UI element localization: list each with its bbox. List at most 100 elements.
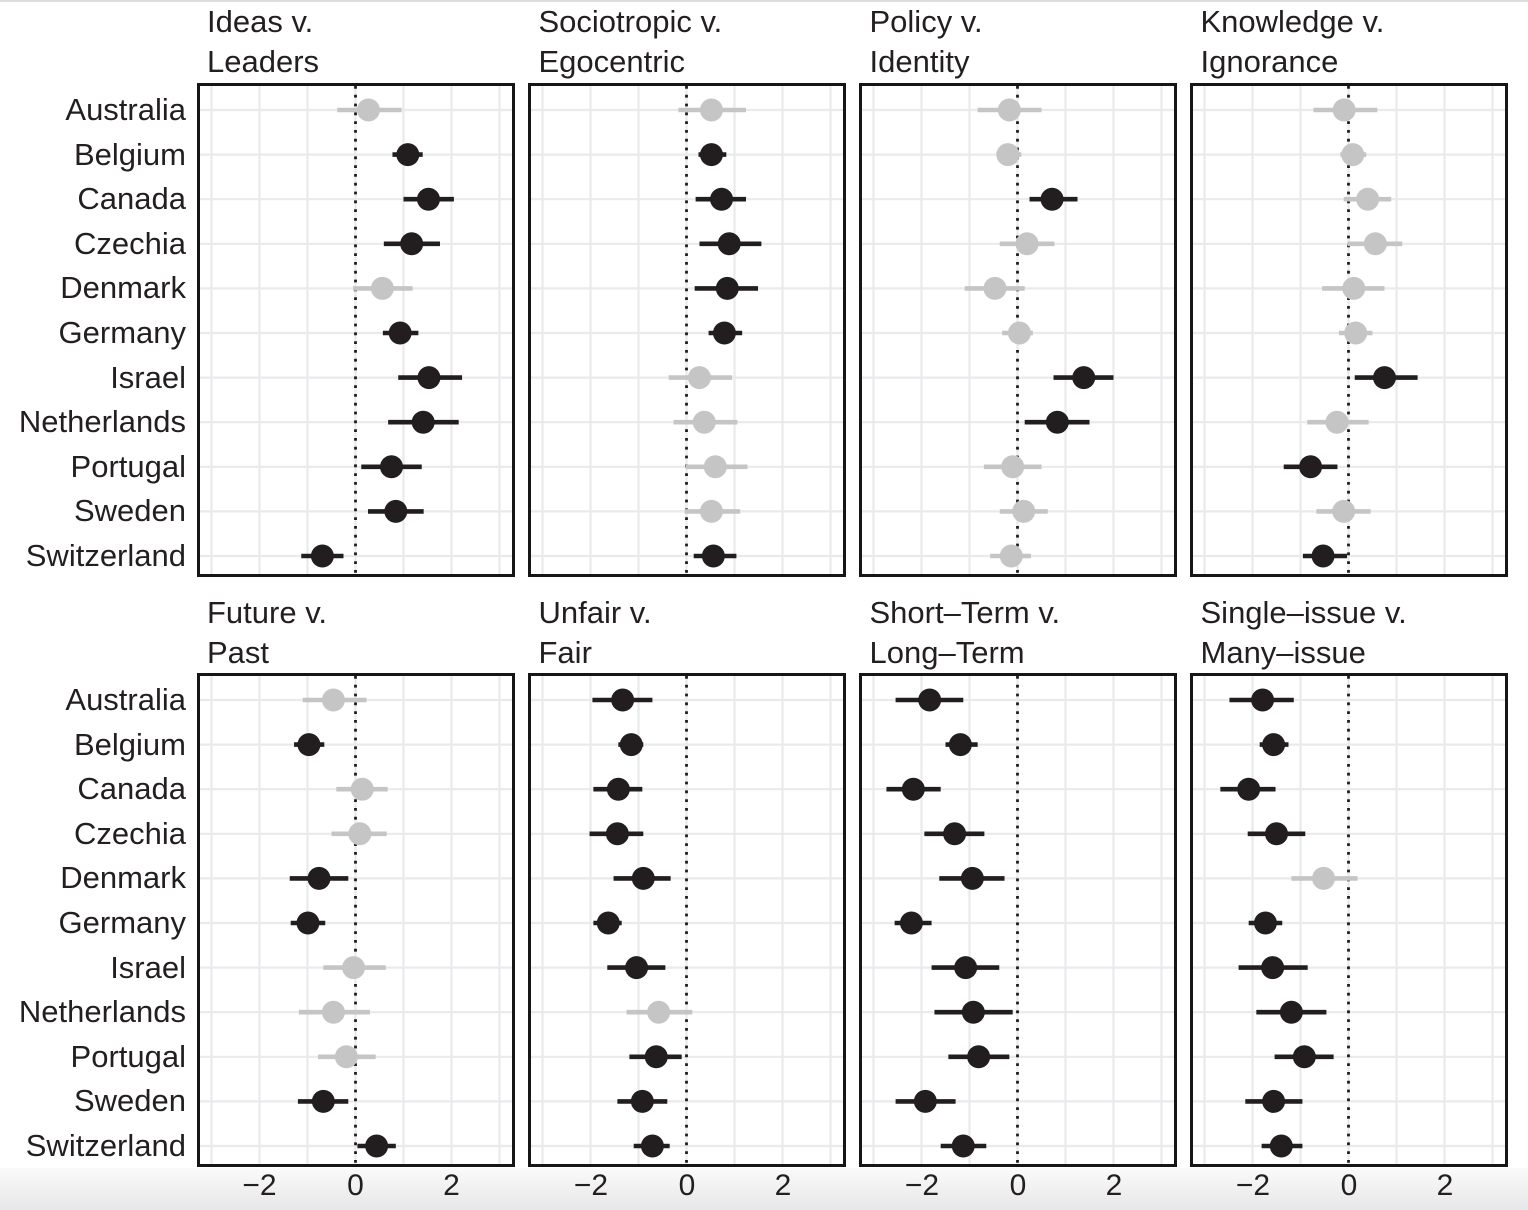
estimate-point-switzerland (951, 1134, 975, 1158)
estimate-point-israel (1072, 366, 1096, 390)
panel-title-ideas-v-leaders: Ideas v. Leaders (207, 2, 319, 82)
estimate-point-germany (295, 911, 319, 935)
x-tick-label-col4-1: 0 (1340, 1169, 1358, 1202)
panel-unfair-v-fair (528, 673, 846, 1167)
estimate-point-czechia (717, 232, 741, 256)
estimate-point-czechia (605, 822, 629, 846)
estimate-point-germany (388, 321, 412, 345)
country-label-czechia: Czechia (74, 225, 186, 261)
estimate-point-portugal (379, 455, 403, 479)
panel-title-unfair-v-fair: Unfair v. Fair (539, 593, 652, 673)
panel-title-single-issue-v-many-issue: Single–issue v. Many–issue (1201, 593, 1407, 673)
country-label-portugal: Portugal (70, 448, 186, 484)
estimate-point-czechia (1363, 232, 1387, 256)
estimate-point-germany (899, 911, 923, 935)
estimate-point-czechia (399, 232, 423, 256)
x-tick-label-col3-1: 0 (1009, 1169, 1027, 1202)
estimate-point-denmark (1342, 276, 1366, 300)
estimate-point-canada (710, 187, 734, 211)
estimate-point-belgium (296, 733, 320, 757)
estimate-point-czechia (347, 822, 371, 846)
estimate-point-netherlands (1045, 410, 1069, 434)
panel-border (528, 673, 846, 1167)
country-label-czechia: Czechia (74, 815, 186, 851)
estimate-point-sweden (311, 1089, 335, 1113)
country-label-australia: Australia (65, 682, 186, 717)
estimate-point-canada (1040, 187, 1064, 211)
panel-title-knowledge-v-ignorance: Knowledge v. Ignorance (1201, 2, 1385, 82)
estimate-point-switzerland (640, 1134, 664, 1158)
estimate-point-israel (1261, 956, 1285, 980)
x-tick-label-col2-1: 0 (678, 1169, 696, 1202)
estimate-point-sweden (383, 499, 407, 523)
estimate-point-denmark (983, 276, 1007, 300)
panel-title-line1: Short–Term v. (869, 595, 1061, 630)
country-label-sweden: Sweden (73, 1083, 186, 1119)
x-tick-label-col4-0: −2 (1235, 1169, 1271, 1202)
estimate-point-portugal (1299, 455, 1323, 479)
estimate-point-denmark (370, 276, 394, 300)
panel-single-issue-v-many-issue (1190, 673, 1508, 1167)
x-tick-label-col4-2: 2 (1436, 1169, 1454, 1202)
estimate-point-netherlands (1279, 1000, 1303, 1024)
country-label-netherlands: Netherlands (18, 404, 186, 440)
estimate-point-switzerland (364, 1134, 388, 1158)
country-label-sweden: Sweden (73, 493, 186, 529)
estimate-point-canada (901, 777, 925, 801)
estimate-point-switzerland (1269, 1134, 1293, 1158)
estimate-point-portugal (703, 455, 727, 479)
estimate-point-israel (954, 956, 978, 980)
x-tick-label-col1-2: 2 (443, 1169, 460, 1202)
estimate-point-israel (341, 956, 365, 980)
estimate-point-switzerland (999, 544, 1023, 568)
panel-title-future-v-past: Future v. Past (207, 593, 327, 673)
estimate-point-portugal (644, 1045, 668, 1069)
estimate-point-netherlands (411, 410, 435, 434)
panel-policy-v-identity (859, 83, 1177, 577)
x-tick-label-col1-0: −2 (242, 1169, 277, 1202)
estimate-point-denmark (715, 276, 739, 300)
country-label-germany: Germany (58, 315, 186, 350)
estimate-point-germany (1344, 321, 1368, 345)
panel-knowledge-v-ignorance (1190, 83, 1508, 577)
country-label-belgium: Belgium (74, 726, 186, 762)
estimate-point-netherlands (1325, 410, 1349, 434)
panel-title-line1: Ideas v. (207, 4, 314, 39)
estimate-point-australia (1251, 688, 1275, 712)
estimate-point-netherlands (647, 1000, 671, 1024)
estimate-point-australia (918, 688, 942, 712)
estimate-point-australia (611, 688, 635, 712)
estimate-point-belgium (996, 143, 1020, 167)
panel-short-term-v-long-term (859, 673, 1177, 1167)
panel-title-line2: Many–issue (1200, 635, 1366, 670)
estimate-point-netherlands (961, 1000, 985, 1024)
estimate-point-canada (1356, 187, 1380, 211)
panel-border (859, 673, 1177, 1167)
country-label-netherlands: Netherlands (18, 994, 186, 1030)
window-bottom-edge (0, 1168, 1528, 1210)
estimate-point-czechia (943, 822, 967, 846)
panel-title-line1: Knowledge v. (1200, 4, 1385, 39)
estimate-point-portugal (1292, 1045, 1316, 1069)
country-label-israel: Israel (110, 949, 186, 985)
estimate-point-sweden (913, 1089, 937, 1113)
estimate-point-sweden (1332, 499, 1356, 523)
estimate-point-germany (712, 321, 736, 345)
estimate-point-canada (350, 777, 374, 801)
estimate-point-belgium (699, 143, 723, 167)
estimate-point-israel (625, 956, 649, 980)
estimate-point-switzerland (1311, 544, 1335, 568)
panel-title-line2: Long–Term (869, 635, 1025, 670)
panel-border (859, 83, 1177, 577)
panel-future-v-past (196, 673, 515, 1167)
estimate-point-sweden (1012, 499, 1036, 523)
panel-sociotropic-v-egocentric (528, 83, 846, 577)
country-label-canada: Canada (77, 771, 186, 807)
estimate-point-switzerland (701, 544, 725, 568)
estimate-point-denmark (631, 866, 655, 890)
panel-border (1190, 83, 1508, 577)
estimate-point-germany (1007, 321, 1031, 345)
estimate-point-netherlands (321, 1000, 345, 1024)
panel-border (196, 83, 515, 577)
